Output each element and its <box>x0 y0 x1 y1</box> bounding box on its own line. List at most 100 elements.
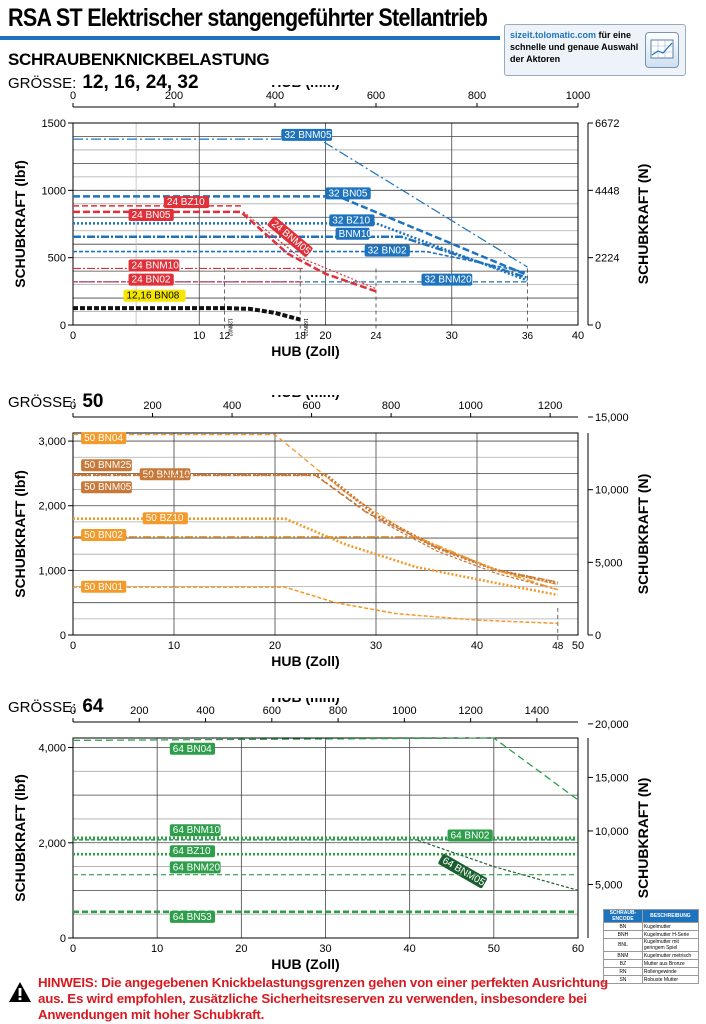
x-tick-label-in: 10 <box>151 943 163 955</box>
legend-code: BNH <box>603 930 643 939</box>
series-label-bg <box>139 468 191 481</box>
series-label: 50 BN04 <box>81 432 127 445</box>
series-label-bg <box>81 580 127 593</box>
x-axis-title-bottom: HUB (Zoll) <box>271 956 339 972</box>
x-tick-label-mm: 400 <box>223 400 241 412</box>
x-tick-label-mm: 1200 <box>538 400 562 412</box>
x-tick-label-in: 0 <box>70 943 76 955</box>
legend-description: Kugelmutter metrisch <box>641 951 700 960</box>
series-line <box>73 474 558 583</box>
series-label: 64 BNM10 <box>169 824 221 837</box>
series-label: 32 BN02 <box>364 244 410 257</box>
y-tick-label-lbf: 1,000 <box>38 565 66 577</box>
warning-text: HINWEIS: Die angegebenen Knickbelastungs… <box>38 975 608 1022</box>
series-line <box>73 473 559 585</box>
series-line <box>72 737 579 801</box>
series-label-bg <box>81 481 132 494</box>
y-axis-title-left: SCHUBKRAFT (lbf) <box>12 774 28 902</box>
x-tick-label-in: 40 <box>572 330 584 342</box>
stroke-limit-label: 36 <box>522 331 534 342</box>
y-tick-label-n: 0 <box>595 630 601 642</box>
x-tick-label-mm: 200 <box>165 90 183 102</box>
series-label-text: 50 BNM05 <box>84 482 132 493</box>
series-label-bg <box>267 216 313 257</box>
series-label: 64 BNM20 <box>169 861 221 874</box>
legend-description: Rollengewinde <box>641 967 700 976</box>
warning-triangle-icon <box>9 982 31 1002</box>
series-label-bg <box>447 829 493 842</box>
x-tick-label-mm: 0 <box>70 90 76 102</box>
series-label-bg <box>81 432 127 445</box>
series-label: 50 BNM05 <box>81 481 132 494</box>
series-label-text: 64 BNM10 <box>173 825 221 836</box>
series-label-bg <box>438 853 487 889</box>
x-tick-label-mm: 400 <box>196 705 214 717</box>
sizing-tool-promo[interactable]: sizeit.tolomatic.com für eine schnelle u… <box>504 24 686 76</box>
stroke-limit-label: 18 <box>295 331 307 342</box>
legend-code: BZ <box>603 959 643 968</box>
x-axis-title-top: HUB (mm) <box>271 85 339 90</box>
series-label: 64 BN53 <box>169 910 215 923</box>
series-label: 32 BZ10 <box>329 214 375 227</box>
x-tick-label-mm: 600 <box>263 705 281 717</box>
series-label-bg <box>421 273 473 286</box>
series-label: 64 BN04 <box>169 742 215 755</box>
series-line <box>73 535 559 591</box>
y-tick-label-n: 5,000 <box>595 557 623 569</box>
promo-url[interactable]: sizeit.tolomatic.com <box>510 30 597 40</box>
series-label-text: 64 BZ10 <box>173 846 211 857</box>
series-label-bg <box>364 244 410 257</box>
x-tick-label-in: 0 <box>70 330 76 342</box>
y-tick-label-n: 5,000 <box>595 879 623 891</box>
size-prefix: GRÖSSE: <box>8 75 77 92</box>
series-label-bg <box>169 824 221 837</box>
x-axis-title-top: HUB (mm) <box>271 395 339 400</box>
series-label-text: 50 BN04 <box>84 433 123 444</box>
y-tick-label-lbf: 500 <box>48 253 66 265</box>
x-tick-label-mm: 400 <box>266 90 284 102</box>
legend-row: BNM Kugelmutter metrisch <box>603 951 700 960</box>
y-tick-label-lbf: 1000 <box>42 185 66 197</box>
series-label-bg <box>81 529 127 542</box>
x-axis-title-top: HUB (mm) <box>271 698 339 705</box>
x-tick-label-in: 30 <box>370 640 382 652</box>
series-label-text: 24 BNM10 <box>132 260 180 271</box>
y-tick-label-lbf: 2,000 <box>38 838 66 850</box>
x-tick-label-in: 50 <box>488 943 500 955</box>
stroke-limit-label: 24 <box>370 331 382 342</box>
x-tick-label-mm: 0 <box>70 400 76 412</box>
y-tick-label-lbf: 1500 <box>42 118 66 130</box>
y-axis-title-left: SCHUBKRAFT (lbf) <box>12 160 28 288</box>
series-label: 50 BNM25 <box>81 459 132 472</box>
series-label-text: 64 BN04 <box>173 744 212 755</box>
series-label-text: BNM10 <box>339 229 373 240</box>
series-label-bg <box>128 259 180 272</box>
size-prefix: GRÖSSE: <box>8 699 77 716</box>
y-tick-label-n: 15,000 <box>595 412 629 424</box>
y-tick-label-lbf: 0 <box>60 933 66 945</box>
series-label-text: 32 BNM05 <box>284 130 332 141</box>
series-label-bg <box>335 227 370 240</box>
series-label: 32 BN05 <box>325 187 371 200</box>
x-tick-label-in: 30 <box>319 943 331 955</box>
series-line <box>73 235 528 280</box>
model-rotated-label: 12BN02 <box>226 318 232 336</box>
y-tick-label-lbf: 0 <box>60 630 66 642</box>
legend-code: BNL <box>603 938 643 952</box>
series-label: 50 BN01 <box>81 580 127 593</box>
x-tick-label-in: 20 <box>235 943 247 955</box>
series-label-text: 50 BN02 <box>84 530 123 541</box>
y-tick-label-n: 20,000 <box>595 719 629 731</box>
series-label: 64 BZ10 <box>169 845 215 858</box>
stroke-limit-label: 12 <box>219 331 231 342</box>
series-label-text: 24 BN02 <box>132 275 171 286</box>
series-label: 50 BN02 <box>81 529 127 542</box>
promo-text-block: sizeit.tolomatic.com für eine schnelle u… <box>510 29 640 65</box>
series-label-text: 50 BZ10 <box>146 513 184 524</box>
series-label-text: 64 BNM05 <box>440 855 487 888</box>
series-line <box>417 839 579 891</box>
x-tick-label-mm: 1400 <box>525 705 549 717</box>
series-label-text: 32 BN02 <box>368 246 407 257</box>
series-label-bg <box>169 845 215 858</box>
x-tick-label-in: 10 <box>193 330 205 342</box>
